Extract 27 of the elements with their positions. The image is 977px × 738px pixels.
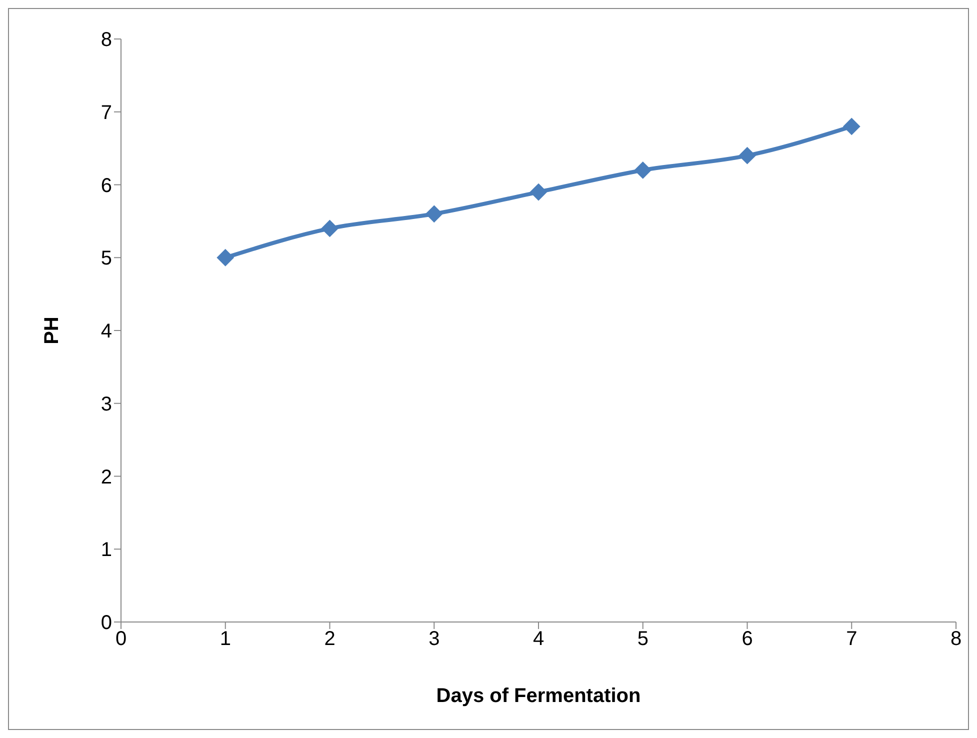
point — [321, 220, 338, 237]
x-tick-label: 7 — [846, 628, 858, 650]
y-tick-label: 6 — [100, 174, 112, 197]
point — [216, 249, 234, 266]
y-tick-label: 1 — [100, 539, 112, 562]
y-tick-label: 5 — [100, 248, 112, 270]
x-tick-label: 6 — [742, 628, 753, 650]
x-tick-label: 1 — [220, 628, 231, 650]
x-tick-label: 3 — [428, 628, 440, 650]
y-tick-label: 4 — [100, 320, 112, 343]
x-tick-label: 8 — [950, 628, 962, 650]
point — [843, 118, 860, 135]
point — [738, 147, 756, 164]
y-tick-label: 0 — [100, 612, 112, 634]
point — [634, 162, 652, 179]
y-tick-label: 8 — [100, 29, 112, 52]
y-tick-label: 2 — [100, 466, 112, 488]
y-axis-title: PH — [41, 316, 64, 344]
x-tick-label: 2 — [324, 628, 336, 650]
point — [530, 184, 547, 201]
x-tick-label: 4 — [532, 628, 544, 650]
point — [426, 205, 443, 222]
x-tick-label: 5 — [637, 628, 648, 650]
y-tick-label: 7 — [100, 102, 112, 124]
y-tick-label: 3 — [100, 393, 112, 416]
x-tick-label: 0 — [115, 628, 127, 650]
x-axis-title: Days of Fermentation — [436, 685, 641, 707]
